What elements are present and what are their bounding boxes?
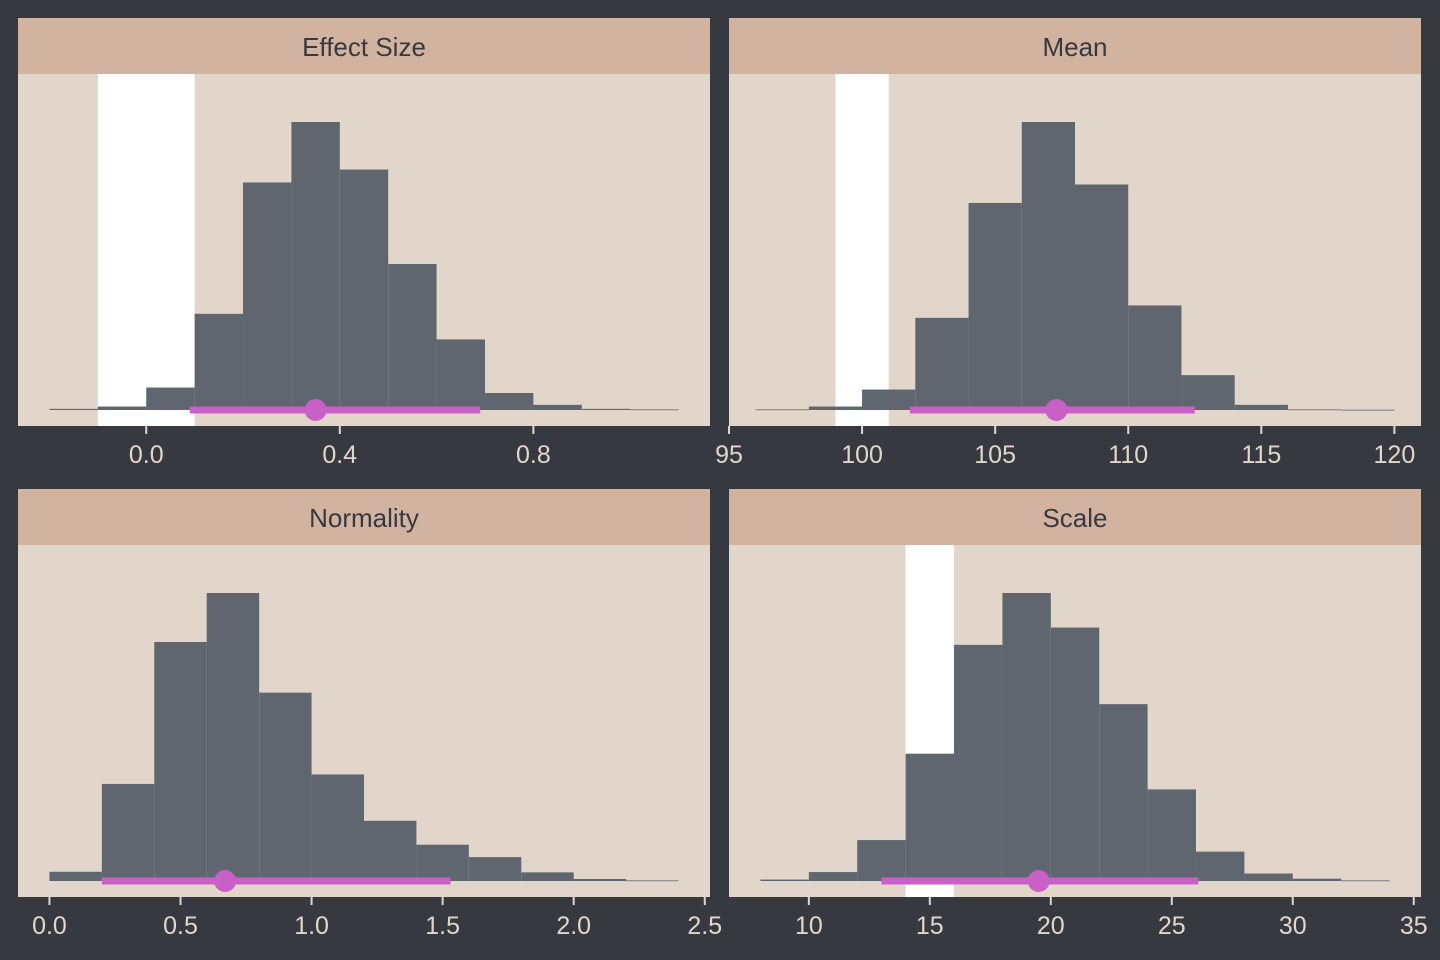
facet-strip bbox=[18, 18, 710, 74]
x-tick-label: 0.5 bbox=[163, 912, 198, 940]
histogram-bar bbox=[1244, 873, 1293, 881]
facet-panel: Scale 10 15 20 25 30 35 bbox=[729, 489, 1428, 940]
facet-strip bbox=[729, 18, 1421, 74]
histogram-bar bbox=[1341, 409, 1395, 411]
histogram-bar bbox=[388, 263, 437, 410]
histogram-bar bbox=[755, 409, 809, 411]
histogram-bar bbox=[291, 122, 340, 410]
x-tick-label: 110 bbox=[1108, 441, 1148, 469]
x-tick-label: 2.5 bbox=[687, 912, 722, 940]
point-estimate bbox=[304, 399, 327, 421]
histogram-bar bbox=[521, 872, 574, 881]
x-tick-label: 0.8 bbox=[516, 441, 551, 469]
x-tick-label: 20 bbox=[1037, 912, 1065, 940]
histogram-bar bbox=[857, 840, 906, 881]
histogram-bar bbox=[484, 393, 534, 410]
histogram-bar bbox=[630, 409, 679, 411]
highlight-region bbox=[835, 74, 889, 426]
facet-panel: Normality 0.0 0.5 1.0 1.5 2.0 2.5 bbox=[18, 489, 722, 940]
histogram-bar bbox=[1292, 878, 1342, 881]
histogram-bar bbox=[194, 313, 244, 410]
histogram-bar bbox=[1341, 880, 1390, 882]
facet-strip bbox=[18, 489, 710, 545]
facet-strip bbox=[729, 489, 1421, 545]
histogram-bar bbox=[954, 644, 1003, 881]
x-tick-label: 25 bbox=[1158, 912, 1186, 940]
highlight-region bbox=[97, 74, 195, 426]
histogram-bar bbox=[1002, 593, 1051, 881]
histogram-bar bbox=[364, 820, 417, 881]
histogram-bar bbox=[259, 692, 312, 881]
facet-title: Mean bbox=[1042, 32, 1107, 62]
x-tick-label: 10 bbox=[795, 912, 823, 940]
x-tick-label: 0.4 bbox=[322, 441, 357, 469]
histogram-bar bbox=[1021, 122, 1075, 410]
histogram-bar bbox=[97, 406, 147, 410]
histogram-bar bbox=[808, 406, 863, 410]
facet-title: Normality bbox=[309, 503, 419, 533]
histogram-bar bbox=[1287, 409, 1342, 411]
histogram-bar bbox=[905, 753, 955, 881]
histogram-bar bbox=[243, 182, 292, 410]
point-estimate bbox=[1045, 399, 1068, 421]
x-tick-label: 100 bbox=[841, 441, 883, 469]
x-tick-label: 120 bbox=[1374, 441, 1416, 469]
facet-panel: Effect Size 0.0 0.4 0.8 bbox=[18, 18, 710, 469]
x-tick-label: 105 bbox=[974, 441, 1016, 469]
x-tick-label: 0.0 bbox=[129, 441, 164, 469]
histogram-bar bbox=[311, 774, 364, 881]
x-tick-label: 15 bbox=[916, 912, 944, 940]
facet-title: Effect Size bbox=[302, 32, 426, 62]
facet-panel: Mean 95 100 105 110 115 120 bbox=[715, 18, 1421, 469]
histogram-bar bbox=[416, 844, 469, 881]
histogram-bar bbox=[915, 317, 969, 410]
histogram-bar bbox=[862, 389, 916, 410]
point-estimate bbox=[214, 870, 237, 892]
histogram-bar bbox=[581, 408, 631, 410]
x-tick-label: 1.5 bbox=[425, 912, 460, 940]
histogram-bar bbox=[146, 387, 195, 410]
point-estimate bbox=[1027, 870, 1050, 892]
histogram-bar bbox=[1181, 375, 1235, 410]
histogram-bar bbox=[49, 408, 98, 410]
histogram-bar bbox=[1050, 627, 1100, 881]
histogram-bar bbox=[1234, 404, 1288, 410]
histogram-bar bbox=[49, 871, 102, 881]
histogram-bar bbox=[1147, 789, 1196, 881]
x-tick-label: 115 bbox=[1241, 441, 1281, 469]
x-tick-label: 0.0 bbox=[32, 912, 67, 940]
histogram-bar bbox=[339, 169, 389, 410]
facet-title: Scale bbox=[1042, 503, 1107, 533]
x-tick-label: 35 bbox=[1400, 912, 1428, 940]
histogram-bar bbox=[573, 878, 627, 881]
histogram-bar bbox=[533, 404, 582, 410]
histogram-bar bbox=[101, 783, 155, 881]
x-tick-label: 2.0 bbox=[556, 912, 591, 940]
histogram-bar bbox=[1195, 851, 1245, 881]
histogram-bar bbox=[808, 872, 858, 881]
histogram-bar bbox=[1099, 704, 1148, 881]
histogram-bar bbox=[468, 857, 522, 881]
histogram-bar bbox=[206, 593, 260, 881]
histogram-bar bbox=[626, 880, 679, 882]
x-tick-label: 30 bbox=[1279, 912, 1307, 940]
histogram-bar bbox=[968, 202, 1022, 410]
histogram-bar bbox=[154, 641, 207, 881]
x-tick-label: 95 bbox=[715, 441, 743, 469]
histogram-bar bbox=[1128, 305, 1182, 410]
x-tick-label: 1.0 bbox=[294, 912, 329, 940]
histogram-bar bbox=[760, 879, 809, 881]
histogram-bar bbox=[436, 339, 485, 410]
histogram-bar bbox=[1075, 184, 1129, 410]
